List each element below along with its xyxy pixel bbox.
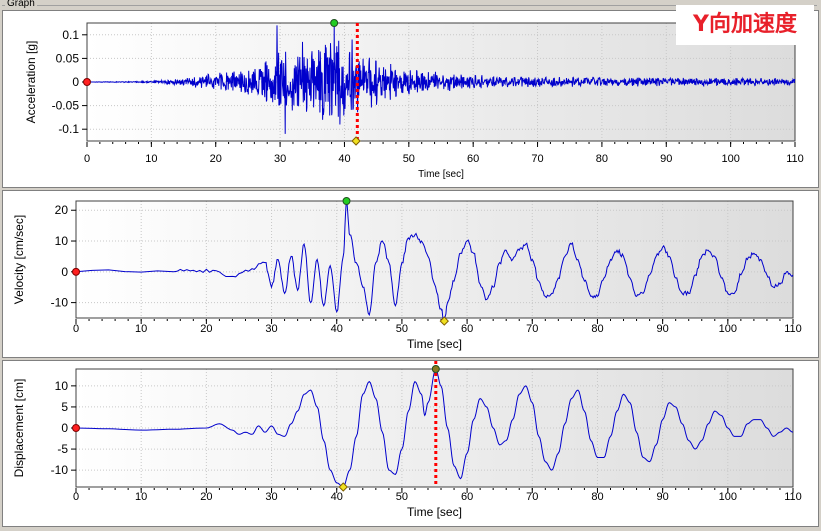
y-tick-label: 0.05 (56, 51, 80, 65)
x-tick-label: 100 (721, 153, 739, 165)
start-marker[interactable] (72, 267, 80, 276)
x-tick-label: 10 (135, 491, 147, 503)
x-tick-label: 110 (784, 323, 802, 335)
y-tick-label: 0 (72, 75, 79, 89)
displacement-panel: 0 10 20 30 40 50 60 70 80 90 100 110 Time [sec] -10 -5… (2, 360, 819, 527)
x-tick-label: 110 (784, 491, 802, 503)
x-tick-label: 80 (591, 323, 603, 335)
x-tick-label: 90 (657, 491, 669, 503)
graph-group-title: Graph (5, 0, 37, 9)
x-tick-label: 70 (531, 153, 543, 165)
overlay-label: Y向加速度 (676, 5, 814, 45)
x-tick-label: 60 (461, 491, 473, 503)
x-axis-label: Time [sec] (418, 169, 464, 180)
x-tick-label: 40 (331, 491, 343, 503)
series-line (75, 200, 794, 323)
y-tick-label: 0 (61, 421, 68, 435)
x-tick-label: 110 (786, 153, 804, 165)
velocity-panel: 0 10 20 30 40 50 60 70 80 90 100 110 Time [sec] -10 0 1… (2, 190, 819, 358)
x-tick-label: 20 (210, 153, 222, 165)
y-tick-label: -10 (51, 296, 69, 310)
x-tick-label: 40 (331, 323, 343, 335)
max-marker[interactable] (330, 19, 339, 27)
x-tick-label: 10 (145, 153, 157, 165)
x-tick-label: 50 (396, 323, 408, 335)
graph-group-line (2, 5, 817, 6)
start-marker[interactable] (72, 424, 80, 432)
min-marker[interactable] (351, 136, 361, 146)
x-tick-label: 30 (274, 153, 286, 165)
y-axis-label: Acceleration [g] (24, 41, 38, 124)
y-tick-label: 20 (55, 203, 69, 217)
x-tick-label: 80 (596, 153, 608, 165)
y-tick-label: -10 (51, 463, 69, 477)
velocity-chart: 0 10 20 30 40 50 60 70 80 90 100 110 Time [sec] -10 0 1… (12, 197, 802, 351)
x-tick-label: 30 (265, 323, 277, 335)
min-marker[interactable] (439, 316, 449, 326)
x-tick-label: 30 (265, 491, 277, 503)
x-tick-label: 70 (526, 323, 538, 335)
x-tick-label: 100 (719, 491, 737, 503)
x-tick-label: 90 (657, 323, 669, 335)
x-tick-label: 0 (73, 323, 79, 335)
plot-area (76, 201, 793, 318)
y-tick-label: -0.1 (58, 122, 79, 136)
plot-frame (75, 200, 794, 319)
x-tick-label: 0 (84, 153, 90, 165)
x-tick-label: 50 (396, 491, 408, 503)
y-tick-label: -5 (57, 442, 68, 456)
y-axis-label: Displacement [cm] (12, 379, 26, 478)
x-tick-label: 0 (73, 491, 79, 503)
x-tick-label: 80 (591, 491, 603, 503)
series-line (75, 368, 794, 488)
x-tick-label: 60 (467, 153, 479, 165)
x-tick-label: 20 (200, 323, 212, 335)
x-axis-label: Time [sec] (407, 505, 462, 519)
y-tick-label: 5 (61, 400, 68, 414)
x-tick-label: 70 (526, 491, 538, 503)
x-tick-label: 40 (338, 153, 350, 165)
series-line (87, 22, 796, 134)
y-tick-label: 0 (61, 265, 68, 279)
y-tick-label: 10 (55, 234, 69, 248)
y-tick-label: 10 (55, 379, 69, 393)
x-tick-label: 20 (200, 491, 212, 503)
min-marker[interactable] (338, 482, 348, 492)
x-tick-label: 100 (719, 323, 737, 335)
y-tick-label: -0.05 (52, 99, 80, 113)
x-tick-label: 10 (135, 323, 147, 335)
y-axis-label: Velocity [cm/sec] (12, 215, 26, 304)
x-tick-label: 90 (660, 153, 672, 165)
max-marker[interactable] (342, 197, 351, 205)
x-tick-label: 50 (403, 153, 415, 165)
start-marker[interactable] (83, 78, 91, 86)
max-marker[interactable] (431, 365, 440, 373)
x-tick-label: 60 (461, 323, 473, 335)
y-tick-label: 0.1 (62, 28, 79, 42)
x-axis-label: Time [sec] (407, 337, 462, 351)
